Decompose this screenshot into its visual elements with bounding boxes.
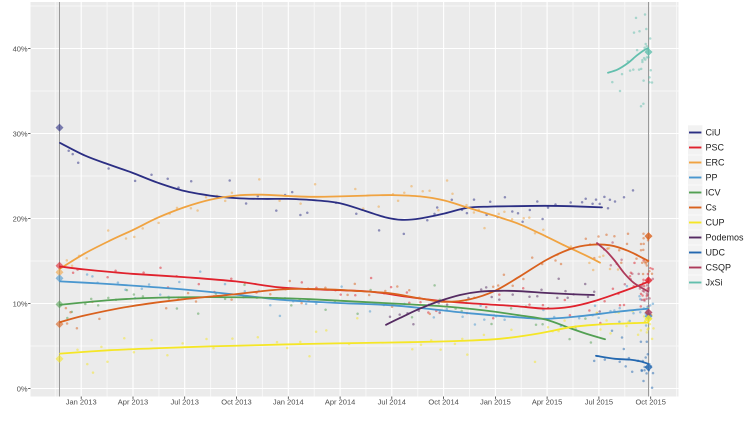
svg-text:0%: 0% xyxy=(17,385,28,394)
svg-text:UDC: UDC xyxy=(706,248,726,258)
svg-text:20%: 20% xyxy=(13,215,28,224)
svg-text:CUP: CUP xyxy=(706,218,725,228)
svg-text:CiU: CiU xyxy=(706,128,721,138)
svg-text:ICV: ICV xyxy=(706,188,721,198)
svg-text:30%: 30% xyxy=(13,130,28,139)
svg-text:JxSi: JxSi xyxy=(706,278,723,288)
svg-text:ERC: ERC xyxy=(706,158,726,168)
svg-text:CSQP: CSQP xyxy=(706,263,732,273)
svg-text:Cs: Cs xyxy=(706,203,717,213)
svg-text:Apr 2015: Apr 2015 xyxy=(532,397,562,406)
svg-text:Oct 2014: Oct 2014 xyxy=(428,397,458,406)
svg-text:10%: 10% xyxy=(13,300,28,309)
svg-text:Podemos: Podemos xyxy=(706,233,745,243)
svg-text:PSC: PSC xyxy=(706,143,725,153)
svg-text:Apr 2014: Apr 2014 xyxy=(325,397,355,406)
svg-text:Oct 2013: Oct 2013 xyxy=(221,397,251,406)
svg-text:Jan 2013: Jan 2013 xyxy=(66,397,97,406)
svg-text:Jan 2014: Jan 2014 xyxy=(273,397,304,406)
svg-text:Jul 2015: Jul 2015 xyxy=(585,397,613,406)
svg-text:Oct 2015: Oct 2015 xyxy=(635,397,665,406)
svg-text:PP: PP xyxy=(706,173,718,183)
svg-text:Jul 2014: Jul 2014 xyxy=(378,397,406,406)
svg-text:Jul 2013: Jul 2013 xyxy=(171,397,199,406)
svg-text:40%: 40% xyxy=(13,45,28,54)
svg-text:Apr 2013: Apr 2013 xyxy=(118,397,148,406)
svg-text:Jan 2015: Jan 2015 xyxy=(480,397,511,406)
